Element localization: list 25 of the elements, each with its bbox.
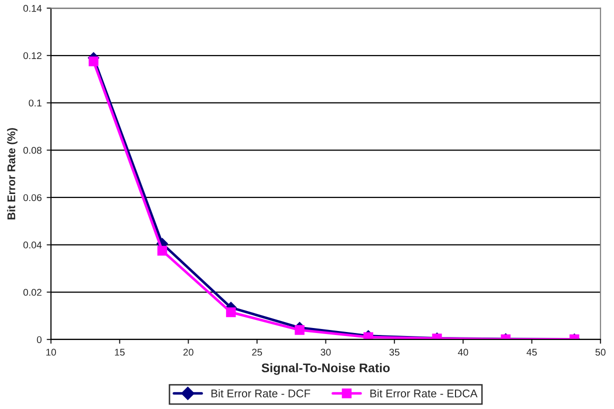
y-tick-label: 0.02 — [23, 288, 42, 296]
y-tick-label: 0.1 — [28, 100, 42, 106]
y-tick-label: 0.14 — [23, 4, 42, 12]
y-tick-label: 0.12 — [23, 52, 42, 60]
x-tick-label: 35 — [389, 348, 400, 356]
x-axis-title: Signal-To-Noise Ratio — [262, 363, 390, 375]
x-tick-label: 50 — [595, 348, 606, 356]
x-tick-label: 25 — [252, 348, 262, 356]
legend-label: Bit Error Rate - DCF — [212, 389, 310, 398]
legend-label: Bit Error Rate - EDCA — [370, 389, 478, 398]
x-tick-label: 45 — [526, 348, 537, 356]
y-axis-title: Bit Error Rate (%) — [7, 128, 18, 220]
point — [88, 56, 98, 66]
y-tick-label: 0 — [36, 336, 42, 344]
y-tick-label: 0.08 — [23, 146, 42, 154]
y-tick-label: 0.06 — [23, 194, 42, 202]
x-tick-label: 40 — [458, 348, 468, 356]
x-tick-label: 20 — [183, 348, 194, 356]
x-tick-label: 15 — [114, 348, 125, 356]
x-tick-label: 30 — [320, 348, 331, 356]
x-tick-label: 10 — [46, 348, 56, 356]
point — [294, 325, 304, 335]
point — [157, 246, 168, 256]
point — [226, 307, 236, 318]
y-tick-label: 0.04 — [23, 242, 42, 248]
